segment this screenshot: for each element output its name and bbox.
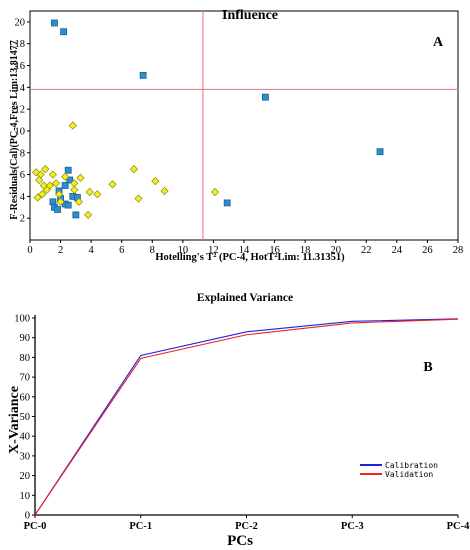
influence-x-tick-label: 18 (300, 245, 311, 256)
sample-point-square (66, 176, 74, 184)
influence-y-tick-label: 6 (20, 170, 25, 181)
sample-point-diamond (74, 197, 84, 206)
influence-x-tick-label: 14 (239, 245, 250, 256)
sample-point-diamond (83, 210, 93, 220)
variance-y-tick-label: 30 (20, 451, 31, 462)
sample-point-diamond (76, 173, 85, 182)
variance-y-tick-label: 20 (20, 471, 31, 482)
influence-x-tick-label: 26 (422, 245, 433, 256)
sample-point-diamond (160, 186, 169, 196)
influence-y-tick-label: 14 (15, 83, 26, 94)
influence-title: Influence (222, 8, 278, 23)
sample-point-square (64, 201, 72, 209)
panel-label-b: B (423, 360, 432, 375)
sample-point-diamond (51, 179, 61, 188)
panel-label-a: A (433, 35, 444, 50)
influence-x-tick-label: 10 (178, 245, 189, 256)
influence-x-axis-label: Hotelling's T² (PC-4, HotT²Lim: 11.31351… (155, 252, 345, 263)
sample-point-diamond (32, 168, 41, 177)
sample-point-diamond (61, 172, 70, 181)
variance-x-tick-label: PC-1 (129, 521, 152, 532)
variance-title: Explained Variance (197, 292, 293, 304)
influence-x-tick-label: 22 (361, 245, 372, 256)
influence-y-tick-label: 20 (15, 17, 26, 28)
sample-point-square (223, 199, 231, 207)
sample-point-square (54, 206, 61, 213)
influence-x-tick-label: 8 (150, 245, 155, 256)
influence-x-tick-label: 4 (89, 245, 95, 256)
sample-point-diamond (108, 180, 117, 189)
variance-y-tick-label: 100 (14, 314, 30, 325)
sample-point-square (72, 211, 80, 219)
influence-x-tick-label: 6 (119, 245, 124, 256)
influence-y-tick-label: 2 (20, 214, 25, 225)
influence-x-tick-label: 24 (392, 245, 403, 256)
sample-point-square (51, 19, 58, 27)
explained-variance-plot: Explained Variance B PCs X-Variance 0 10 2… (7, 292, 470, 549)
sample-point-diamond (70, 185, 79, 194)
influence-y-axis-label: F-Residuals(Cal)(PC-4,Fres Lim:13.81477 (9, 40, 20, 220)
sample-point-square (139, 71, 147, 79)
variance-y-tick-label: 40 (20, 432, 31, 443)
sample-point-diamond (48, 170, 58, 179)
influence-x-tick-label: 28 (453, 245, 464, 256)
influence-y-tick-label: 4 (20, 192, 26, 203)
influence-y-tick-label: 18 (15, 39, 26, 50)
sample-point-diamond (41, 165, 50, 174)
variance-x-tick-label: PC-4 (447, 521, 470, 532)
variance-y-tick-label: 0 (25, 511, 30, 522)
sample-point-square (376, 148, 384, 156)
sample-point-diamond (42, 185, 51, 194)
variance-y-tick-label: 80 (20, 353, 31, 364)
influence-y-tick-label: 16 (15, 61, 26, 72)
sample-point-diamond (35, 175, 44, 185)
sample-point-square (61, 182, 69, 189)
sample-point-diamond (38, 190, 47, 199)
sample-point-diamond (56, 197, 65, 206)
legend-label-calibration: Calibration (385, 461, 438, 470)
variance-y-tick-label: 90 (20, 333, 31, 344)
sample-point-diamond (93, 190, 102, 199)
influence-y-tick-label: 12 (15, 105, 26, 116)
influence-x-tick-label: 20 (330, 245, 341, 256)
sample-point-diamond (151, 177, 160, 186)
validation-line (34, 318, 459, 516)
variance-y-tick-label: 70 (20, 373, 31, 384)
influence-plot-frame (29, 10, 459, 241)
influence-y-tick-label: 10 (15, 126, 26, 137)
influence-x-tick-label: 16 (269, 245, 280, 256)
influence-y-tick-label: 8 (20, 148, 25, 159)
sample-point-diamond (85, 187, 94, 197)
calibration-line (34, 318, 459, 516)
sample-point-square (261, 93, 269, 101)
variance-y-tick-label: 60 (20, 392, 31, 403)
variance-x-tick-label: PC-0 (24, 521, 47, 532)
variance-x-tick-label: PC-2 (235, 521, 258, 532)
variance-y-tick-label: 10 (20, 491, 31, 502)
influence-plot: Influence A Hotelling's T² (PC-4, HotT²L… (9, 8, 463, 263)
sample-point-diamond (210, 187, 220, 197)
sample-point-diamond (129, 165, 139, 174)
variance-y-tick-label: 50 (20, 412, 31, 423)
variance-x-axis-label: PCs (227, 533, 253, 549)
variance-x-tick-label: PC-3 (341, 521, 364, 532)
influence-x-tick-label: 0 (27, 245, 32, 256)
variance-y-axis-label: X-Variance (7, 386, 22, 454)
influence-x-tick-label: 12 (208, 245, 219, 256)
sample-point-diamond (33, 193, 42, 202)
sample-point-square (64, 166, 72, 174)
sample-point-diamond (68, 121, 77, 130)
legend-label-validation: Validation (385, 470, 433, 479)
influence-x-tick-label: 2 (58, 245, 63, 256)
sample-point-diamond (54, 190, 64, 199)
sample-point-square (60, 28, 68, 36)
sample-point-diamond (134, 194, 143, 203)
